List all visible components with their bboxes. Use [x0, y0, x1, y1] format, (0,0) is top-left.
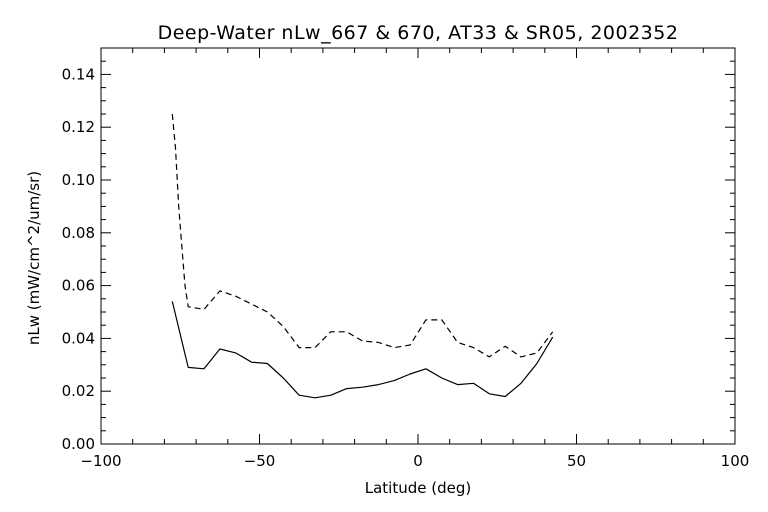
- y-axis-ticks: 0.00 0.02 0.04 0.06 0.08 0.10 0.12 0.14: [62, 47, 735, 453]
- y-tick-label: 0.14: [62, 65, 95, 83]
- y-tick-label: 0.12: [62, 118, 95, 136]
- x-axis-label: Latitude (deg): [365, 479, 471, 497]
- series-line-dashed: [171, 113, 554, 358]
- y-tick-label: 0.00: [62, 435, 95, 453]
- series-group: [171, 113, 554, 399]
- y-axis-label: nLw (mW/cm^2/um/sr): [25, 171, 43, 345]
- y-tick-label: 0.02: [62, 382, 95, 400]
- x-axis-ticks: −100 −50 0 50 100: [80, 48, 749, 470]
- x-tick-label: −50: [244, 452, 276, 470]
- x-tick-label: −100: [80, 452, 121, 470]
- x-tick-label: 100: [721, 452, 750, 470]
- y-tick-label: 0.06: [62, 277, 95, 295]
- y-tick-label: 0.08: [62, 224, 95, 242]
- y-tick-label: 0.04: [62, 329, 95, 347]
- chart-title: Deep-Water nLw_667 & 670, AT33 & SR05, 2…: [158, 22, 679, 44]
- x-tick-label: 50: [567, 452, 586, 470]
- y-tick-label: 0.10: [62, 171, 95, 189]
- series-line-solid: [171, 301, 554, 399]
- x-tick-label: 0: [413, 452, 423, 470]
- plot-frame: [100, 47, 736, 445]
